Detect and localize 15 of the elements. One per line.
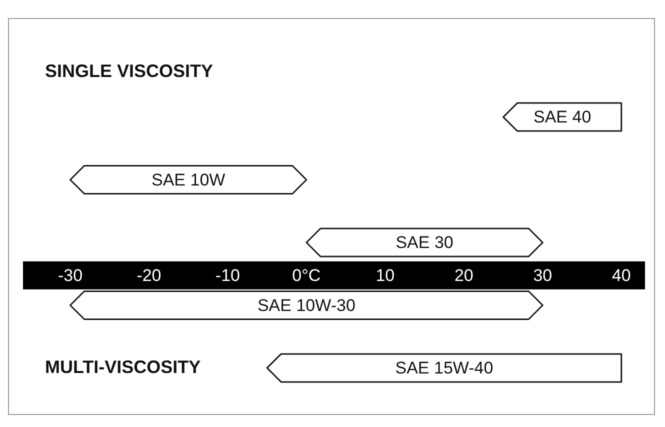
- x-tick-label: 20: [454, 266, 474, 286]
- x-tick-label: -10: [215, 266, 240, 286]
- y-tick-label: SAE 30: [396, 233, 454, 252]
- x-tick-label: -30: [58, 266, 83, 286]
- text: SINGLE VISCOSITY: [45, 61, 214, 82]
- x-tick-label: 10: [376, 266, 395, 286]
- y-tick-label: SAE 10W-30: [257, 296, 356, 315]
- x-tick-label: 30: [533, 266, 552, 286]
- y-tick-label: SAE 40: [534, 108, 592, 127]
- annotation: MULTI-VISCOSITY: [45, 356, 201, 377]
- y-tick-label: SAE 15W-40: [395, 358, 494, 378]
- y-tick-label: SAE 10W: [151, 170, 226, 190]
- x-tick-label: 0°C: [292, 266, 321, 286]
- x-tick-label: 40: [612, 266, 631, 286]
- x-tick-label: -20: [136, 266, 162, 286]
